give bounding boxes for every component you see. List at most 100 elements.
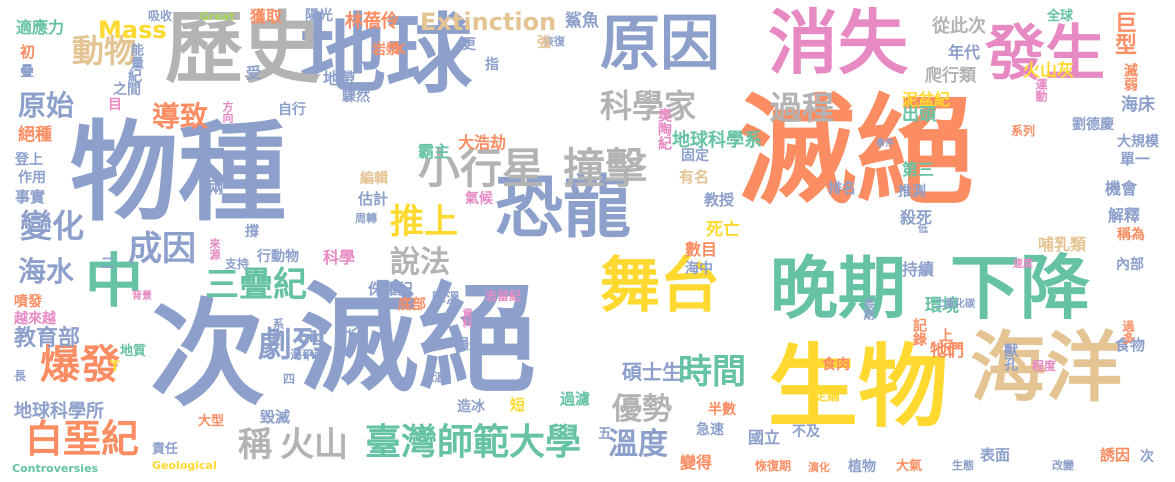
word-cloud-term: 機會 [1105,179,1138,198]
word-cloud-term: 疊 [20,64,34,80]
word-cloud-term: 稱為 [1117,227,1145,243]
word-cloud-term: 志留紀 [485,289,522,303]
word-cloud-term: 編輯 [360,171,388,187]
word-cloud-term: 歷史 [165,4,322,94]
word-cloud-term: 能量 [128,43,143,69]
word-cloud-term: 數目 [685,240,718,259]
word-cloud-term: 之間 [113,82,141,98]
word-cloud-term: 滅絕 [300,270,537,408]
word-cloud-term: 植物 [848,459,876,475]
word-cloud-term: 過多 [1121,320,1135,344]
word-cloud-term: 成因 [128,229,196,269]
word-cloud-term: 舞台 [600,251,720,321]
word-cloud-term: 過濾 [560,390,591,408]
word-cloud-term: 科學 [323,248,356,267]
word-cloud-term: 持續 [902,260,935,279]
word-cloud-term: 指 [485,57,499,73]
word-cloud-term: 運動 [1034,78,1048,102]
word-cloud-term: 長 [14,369,27,383]
word-cloud-term: 來源 [208,238,221,260]
word-cloud-term: 生態 [952,459,974,472]
word-cloud-term: 噴發 [14,294,42,310]
word-cloud-term: 責任 [152,442,179,457]
word-cloud-term: big [298,328,325,346]
word-cloud-term: 毀滅 [260,408,291,426]
word-cloud-term: 年代 [948,43,981,62]
word-cloud-term: 驟然 [342,89,370,105]
word-cloud-term: 霸主 [418,142,451,161]
word-cloud-term: 事實 [15,188,46,206]
word-cloud-term: 巨型 [1111,11,1136,55]
word-cloud-term: 原始 [18,89,75,122]
word-cloud-term: 推測 [898,184,926,200]
word-cloud-term: 半數 [708,402,736,418]
word-cloud-term: Great [200,10,235,23]
word-cloud-term: 地球科學所 [14,401,104,422]
word-cloud-term: 受 [246,64,262,82]
word-cloud-term: 上近 [937,328,953,356]
word-cloud-term: 地球 [300,5,472,105]
word-cloud-term: 演化 [808,461,830,474]
word-cloud-term: 四 [283,372,296,386]
word-cloud-term: 教授 [704,191,735,209]
word-cloud-term: 降溫 [432,291,460,307]
word-cloud-term: 背景 [132,291,152,302]
word-cloud-term: 改變 [1052,459,1074,472]
word-cloud-term: 大氣 [896,459,923,474]
word-cloud-term: T [110,359,120,375]
word-cloud-term: 鯊魚 [565,11,599,31]
word-cloud-term: 碩士生 [622,360,682,384]
word-cloud-term: 林蓓伶 [345,11,399,32]
word-cloud-term: 次 [150,288,266,422]
word-cloud-term: 導致 [152,100,209,133]
word-cloud-term: 食物 [1115,336,1146,354]
word-cloud-term: 原因 [600,9,720,79]
word-cloud-term: 哺乳類 [1038,235,1087,254]
word-cloud-term: 排名 [828,181,856,197]
word-cloud-term: 環境 [925,296,959,316]
word-cloud-term: 適應力 [16,18,65,37]
word-cloud-term: 更 [462,37,476,53]
word-cloud-term: 劇烈 [258,325,326,365]
word-cloud-term: 國立 [748,428,781,447]
word-cloud-term: 吸收 [148,9,173,23]
word-cloud-term: 死亡 [706,220,740,240]
word-cloud-term: 單一 [1120,150,1151,168]
word-cloud-term: 速度 [1013,259,1033,270]
word-cloud-term: 優勢 [612,392,672,427]
word-cloud-term: 牠們 [930,341,964,361]
word-cloud-term: 紀 [128,69,142,85]
word-cloud-term: 海中 [685,261,713,277]
word-cloud-term: 低 [918,224,928,235]
word-cloud-term: 大浩劫 [458,133,507,152]
word-cloud-term: 出頭 [902,105,936,125]
word-cloud-term: 岩漿 [372,42,400,58]
word-cloud-term: 紀末 [335,316,368,335]
word-cloud-term: 海洋 [970,323,1122,412]
word-cloud-term: 科學家 [600,87,697,125]
word-cloud-term: 恢復 [543,35,565,48]
word-cloud-term: 陽光 [305,8,333,24]
word-cloud-term: 獸孔 [1002,343,1018,371]
word-cloud-term: 劉德慶 [1072,117,1114,133]
word-cloud-term: 短 [510,396,526,414]
word-cloud-term: 小行星 [418,144,545,193]
word-cloud-term: 表面 [980,446,1011,464]
word-cloud-term: 泥盆紀 [902,90,951,109]
word-cloud-term: 過程 [770,89,835,127]
word-cloud-term: 目 [108,97,122,113]
word-cloud-term: 定論 [814,389,841,404]
word-cloud-term: 造冰 [457,399,485,415]
word-cloud-term: 恐龍 [495,169,632,248]
word-cloud-term: 物種 [70,111,287,236]
word-cloud-term: 火山 [280,425,348,465]
word-cloud-term: 三疊紀 [205,265,307,305]
word-cloud-term: 食肉 [822,357,850,373]
word-cloud-term: 周轉 [355,212,377,225]
word-cloud-term: 系列 [1011,124,1036,138]
word-cloud-term: 稱 [238,425,272,465]
word-cloud-term: 資料 [460,308,471,328]
word-cloud-term: 動物 [72,32,137,70]
word-cloud-term: 強 [537,35,551,51]
